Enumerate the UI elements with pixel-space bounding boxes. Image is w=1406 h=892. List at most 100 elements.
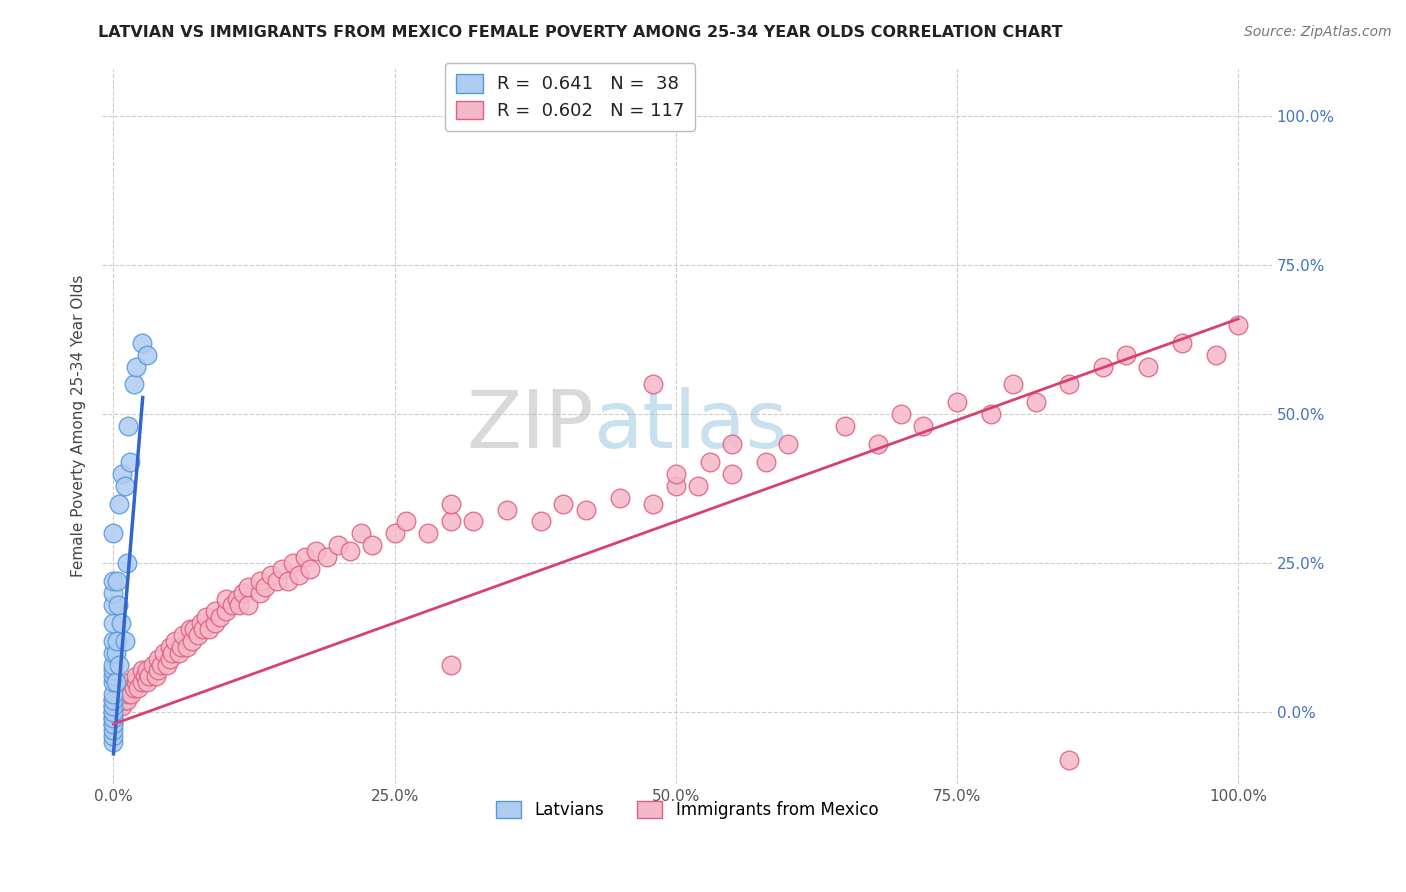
Point xyxy=(868,437,890,451)
Point xyxy=(103,574,125,588)
Point xyxy=(980,407,1002,421)
Point xyxy=(103,699,125,714)
Point xyxy=(108,657,131,672)
Y-axis label: Female Poverty Among 25-34 Year Olds: Female Poverty Among 25-34 Year Olds xyxy=(72,275,86,577)
Point xyxy=(190,615,212,630)
Point xyxy=(688,479,710,493)
Point xyxy=(1092,359,1115,374)
Point xyxy=(103,711,125,725)
Point xyxy=(142,657,165,672)
Point xyxy=(167,646,190,660)
Point xyxy=(107,598,129,612)
Point xyxy=(440,515,463,529)
Point xyxy=(440,497,463,511)
Point xyxy=(131,664,153,678)
Text: Source: ZipAtlas.com: Source: ZipAtlas.com xyxy=(1244,25,1392,39)
Point xyxy=(294,550,316,565)
Point xyxy=(125,675,148,690)
Point xyxy=(103,646,125,660)
Point xyxy=(120,455,142,469)
Text: ZIP: ZIP xyxy=(467,387,593,465)
Point xyxy=(156,657,179,672)
Point xyxy=(204,604,226,618)
Point xyxy=(890,407,912,421)
Point xyxy=(110,615,132,630)
Point xyxy=(266,574,288,588)
Point xyxy=(103,687,125,701)
Point xyxy=(463,515,485,529)
Point xyxy=(179,622,201,636)
Point xyxy=(103,586,125,600)
Point xyxy=(215,591,238,606)
Point xyxy=(172,628,194,642)
Point xyxy=(111,699,134,714)
Point xyxy=(946,395,969,409)
Point xyxy=(1227,318,1250,332)
Point xyxy=(115,556,138,570)
Point xyxy=(111,467,134,481)
Point xyxy=(148,651,170,665)
Point xyxy=(131,335,153,350)
Point xyxy=(316,550,339,565)
Point xyxy=(440,657,463,672)
Text: atlas: atlas xyxy=(593,387,787,465)
Point xyxy=(134,669,156,683)
Point xyxy=(136,675,159,690)
Point xyxy=(209,610,232,624)
Point xyxy=(120,687,142,701)
Point xyxy=(103,699,125,714)
Point xyxy=(1059,753,1081,767)
Point xyxy=(181,633,204,648)
Point xyxy=(228,598,250,612)
Point xyxy=(103,675,125,690)
Point xyxy=(643,497,665,511)
Point xyxy=(575,502,598,516)
Point xyxy=(665,479,688,493)
Point xyxy=(395,515,418,529)
Point xyxy=(153,646,176,660)
Point xyxy=(288,568,311,582)
Point xyxy=(103,705,125,719)
Point xyxy=(160,646,183,660)
Point xyxy=(103,633,125,648)
Point xyxy=(108,497,131,511)
Point xyxy=(103,598,125,612)
Point xyxy=(328,538,350,552)
Point xyxy=(104,675,127,690)
Point xyxy=(120,675,142,690)
Point xyxy=(553,497,575,511)
Point xyxy=(103,657,125,672)
Point xyxy=(204,615,226,630)
Point xyxy=(496,502,519,516)
Point xyxy=(103,705,125,719)
Point xyxy=(305,544,328,558)
Point xyxy=(103,717,125,731)
Point xyxy=(125,359,148,374)
Point xyxy=(361,538,384,552)
Point xyxy=(148,664,170,678)
Point xyxy=(221,598,243,612)
Point xyxy=(103,717,125,731)
Point xyxy=(238,598,260,612)
Point xyxy=(104,646,127,660)
Point xyxy=(103,723,125,737)
Point xyxy=(159,651,181,665)
Point xyxy=(699,455,721,469)
Point xyxy=(215,604,238,618)
Point xyxy=(339,544,361,558)
Point xyxy=(105,633,128,648)
Text: LATVIAN VS IMMIGRANTS FROM MEXICO FEMALE POVERTY AMONG 25-34 YEAR OLDS CORRELATI: LATVIAN VS IMMIGRANTS FROM MEXICO FEMALE… xyxy=(98,25,1063,40)
Point xyxy=(122,681,145,696)
Point xyxy=(127,681,149,696)
Point xyxy=(114,633,136,648)
Point xyxy=(238,580,260,594)
Point xyxy=(665,467,688,481)
Point xyxy=(1171,335,1194,350)
Point xyxy=(418,526,440,541)
Point xyxy=(226,591,249,606)
Point xyxy=(108,693,131,707)
Point xyxy=(170,640,193,654)
Point xyxy=(145,669,167,683)
Point xyxy=(283,556,305,570)
Point xyxy=(114,681,136,696)
